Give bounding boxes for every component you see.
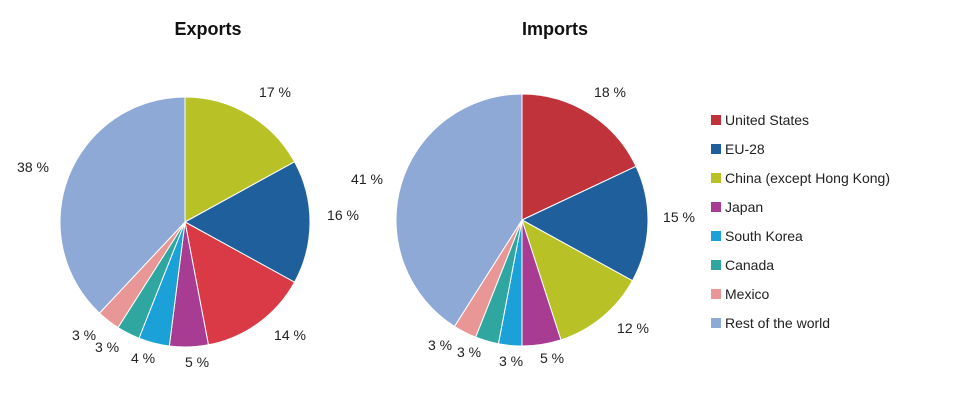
- exports-pie-chart: Exports 17 % 16 % 14 % 5 % 4 % 3 %3 % 38 %: [17, 19, 359, 370]
- exports-label-united-states: 14 %: [274, 327, 306, 343]
- legend-item-eu-28: EU-28: [711, 141, 765, 157]
- imports-pie-chart: Imports 18 % 15 % 12 % 5 % 3 % 3 % 3 % 41 %: [351, 19, 695, 369]
- legend-swatch-rest-of-the-world: [711, 318, 721, 328]
- legend-item-japan: Japan: [711, 199, 763, 215]
- legend-item-south-korea: South Korea: [711, 228, 803, 244]
- exports-label-china-except-hong-kong: 17 %: [259, 84, 291, 100]
- exports-label-eu-28: 16 %: [327, 207, 359, 223]
- imports-label-mexico: 3 %: [428, 337, 452, 353]
- exports-label-japan: 5 %: [185, 354, 209, 370]
- legend-swatch-canada: [711, 260, 721, 270]
- exports-label-canada: 3 %: [95, 339, 119, 355]
- exports-label-rest-of-the-world: 38 %: [17, 159, 49, 175]
- imports-label-china-except-hong-kong: 12 %: [617, 320, 649, 336]
- exports-slice-eu-28: [183, 161, 311, 283]
- legend-swatch-japan: [711, 202, 721, 212]
- exports-label-mexico: 3 %: [72, 327, 96, 343]
- exports-slice-china-except-hong-kong: [184, 96, 296, 223]
- legend-swatch-mexico: [711, 289, 721, 299]
- legend-item-united-states: United States: [711, 112, 809, 128]
- imports-slice-china-except-hong-kong: [521, 218, 634, 341]
- imports-label-canada: 3 %: [457, 344, 481, 360]
- exports-slice-united-states: [184, 221, 296, 346]
- imports-label-rest-of-the-world: 41 %: [351, 171, 383, 187]
- legend-swatch-united-states: [711, 115, 721, 125]
- legend-label-united-states: United States: [725, 112, 809, 128]
- legend-swatch-south-korea: [711, 231, 721, 241]
- exports-slices: [59, 96, 311, 348]
- imports-slices: [395, 93, 649, 347]
- exports-slice-labels: 17 % 16 % 14 % 5 % 4 % 3 %3 % 38 %: [17, 84, 359, 370]
- exports-chart-title: Exports: [174, 19, 241, 39]
- exports-label-south-korea: 4 %: [131, 350, 155, 366]
- legend-label-south-korea: South Korea: [725, 228, 803, 244]
- legend-label-rest-of-the-world: Rest of the world: [725, 315, 830, 331]
- imports-slice-labels: 18 % 15 % 12 % 5 % 3 % 3 % 3 % 41 %: [351, 84, 695, 369]
- legend-item-rest-of-the-world: Rest of the world: [711, 315, 830, 331]
- imports-label-eu-28: 15 %: [663, 209, 695, 225]
- legend-label-canada: Canada: [725, 257, 774, 273]
- imports-slice-rest-of-the-world: [395, 93, 523, 328]
- legend-label-china-except-hong-kong: China (except Hong Kong): [725, 170, 890, 186]
- legend-item-canada: Canada: [711, 257, 774, 273]
- imports-slice-eu-28: [520, 165, 649, 282]
- legend-label-eu-28: EU-28: [725, 141, 765, 157]
- imports-label-united-states: 18 %: [594, 84, 626, 100]
- legend: United States EU-28 China (except Hong Kon…: [711, 112, 890, 331]
- imports-label-south-korea: 3 %: [499, 353, 523, 369]
- legend-swatch-china-except-hong-kong: [711, 173, 721, 183]
- legend-swatch-eu-28: [711, 144, 721, 154]
- imports-label-japan: 5 %: [540, 350, 564, 366]
- legend-label-mexico: Mexico: [725, 286, 770, 302]
- imports-chart-title: Imports: [522, 19, 588, 39]
- imports-slice-united-states: [521, 93, 637, 221]
- legend-item-mexico: Mexico: [711, 286, 770, 302]
- exports-slice-rest-of-the-world: [59, 96, 186, 314]
- legend-label-japan: Japan: [725, 199, 763, 215]
- legend-item-china-except-hong-kong: China (except Hong Kong): [711, 170, 890, 186]
